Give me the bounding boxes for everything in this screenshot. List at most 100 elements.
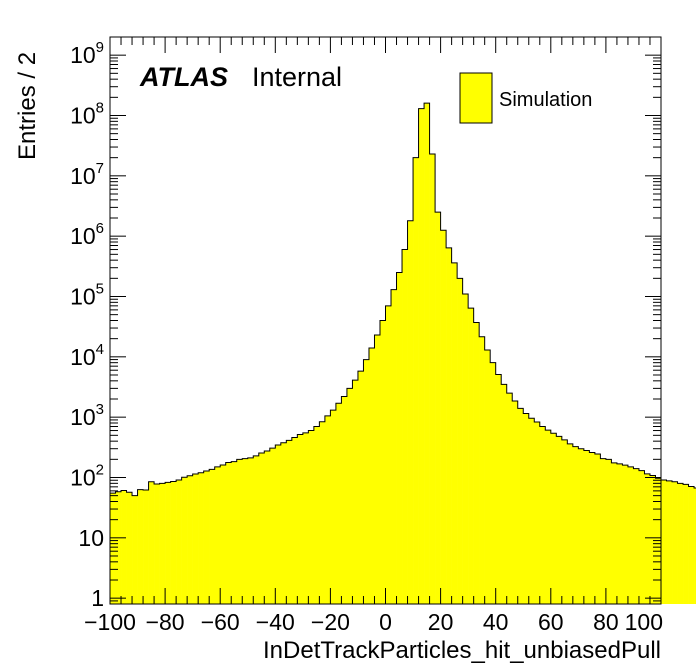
y-tick-label: 10	[78, 525, 104, 551]
y-tick-label: 105	[70, 280, 104, 309]
histogram-bar	[115, 491, 122, 604]
histogram-bars	[110, 102, 696, 605]
histogram-bar	[286, 440, 293, 604]
histogram-bar	[357, 371, 364, 604]
y-tick-label: 109	[70, 39, 104, 68]
y-tick-label: 108	[70, 99, 104, 128]
histogram-bar	[616, 463, 623, 604]
histogram-bar	[209, 469, 215, 604]
histogram-bar	[572, 446, 579, 604]
histogram-bar	[666, 480, 673, 604]
histogram-bar	[429, 154, 436, 605]
y-tick-label: 103	[70, 401, 104, 430]
histogram-bar	[269, 448, 276, 604]
histogram-bar	[220, 465, 227, 604]
y-tick-label: 104	[70, 341, 104, 370]
x-tick-label: 100	[625, 609, 663, 635]
histogram-bar	[143, 490, 149, 604]
histogram-bar	[280, 442, 287, 604]
histogram-bar	[556, 436, 563, 604]
histogram-bar	[672, 481, 678, 604]
histogram-bar	[644, 473, 651, 604]
histogram-bar	[352, 380, 359, 604]
atlas-label: ATLAS	[139, 62, 228, 92]
y-tick-label: 107	[70, 160, 104, 189]
histogram-bar	[264, 450, 271, 604]
histogram-bar	[451, 262, 458, 604]
histogram-bar	[407, 220, 414, 605]
histogram-bar	[457, 278, 463, 604]
histogram-bar	[330, 410, 337, 604]
histogram-bar	[600, 458, 607, 604]
histogram-bar	[170, 481, 177, 604]
histogram-outline	[110, 102, 696, 497]
histogram-bar	[308, 430, 315, 604]
histogram-bar	[490, 362, 496, 604]
histogram-bar	[523, 413, 530, 604]
histogram-bar	[413, 157, 419, 604]
histogram-bar	[446, 247, 452, 604]
histogram-bar	[324, 415, 331, 604]
histogram-bar	[203, 471, 210, 604]
histogram-bar	[214, 466, 221, 604]
histogram-bar	[649, 475, 656, 604]
histogram-bar	[506, 393, 513, 604]
histogram-bar	[159, 483, 166, 604]
histogram-bar	[154, 483, 160, 604]
histogram-bar	[379, 320, 386, 604]
histogram-bar	[440, 230, 447, 605]
x-tick-label: 0	[379, 609, 392, 635]
histogram-bar	[148, 481, 155, 604]
histogram-bar	[335, 403, 342, 604]
histogram-bar	[368, 348, 375, 604]
histogram-bar	[550, 433, 557, 604]
histogram-bar	[176, 479, 182, 604]
y-axis-title: Entries / 2	[14, 52, 41, 160]
histogram-bar	[132, 495, 138, 604]
histogram-bar	[479, 336, 485, 604]
histogram-bar	[633, 468, 640, 604]
histogram-bar	[363, 359, 370, 604]
legend-swatch-simulation	[459, 72, 493, 124]
histogram-bar	[110, 493, 116, 604]
histogram-bar	[165, 482, 171, 604]
histogram-bar	[655, 478, 662, 604]
histogram-bar	[402, 249, 408, 604]
x-tick-label: −40	[256, 609, 295, 635]
histogram-bar	[605, 459, 612, 604]
histogram-bar	[192, 474, 199, 604]
histogram-bar	[622, 465, 629, 604]
histogram-bar	[473, 322, 480, 604]
histogram-bar	[236, 459, 243, 604]
histogram-bar	[198, 472, 204, 604]
histogram-bar	[578, 448, 585, 604]
histogram-bar	[528, 418, 535, 604]
histogram-bar	[688, 486, 695, 604]
histogram-bar	[396, 272, 403, 604]
histogram-bar	[126, 492, 133, 604]
histogram-bar	[341, 396, 348, 604]
histogram-bar	[611, 462, 618, 604]
histogram-bar	[495, 374, 502, 604]
histogram-bar	[677, 483, 684, 604]
x-tick-label: −20	[311, 609, 350, 635]
histogram-bar	[462, 293, 469, 604]
histogram-bar	[385, 305, 392, 604]
histogram-bar	[418, 108, 425, 604]
histogram-bar	[374, 334, 381, 604]
histogram-bar	[258, 452, 265, 604]
histogram-bar	[534, 422, 541, 604]
histogram-bar	[137, 489, 144, 604]
histogram-bar	[225, 462, 232, 604]
histogram-bar	[589, 452, 596, 604]
histogram-bar	[253, 455, 260, 604]
histogram-bar	[302, 432, 309, 604]
y-tick-label: 106	[70, 220, 104, 249]
histogram-bar	[512, 401, 519, 604]
legend-label-simulation: Simulation	[499, 89, 592, 111]
histogram-bar	[539, 426, 546, 604]
histogram-bar	[567, 443, 574, 604]
histogram-bar	[346, 388, 353, 604]
histogram-bar	[187, 475, 193, 604]
